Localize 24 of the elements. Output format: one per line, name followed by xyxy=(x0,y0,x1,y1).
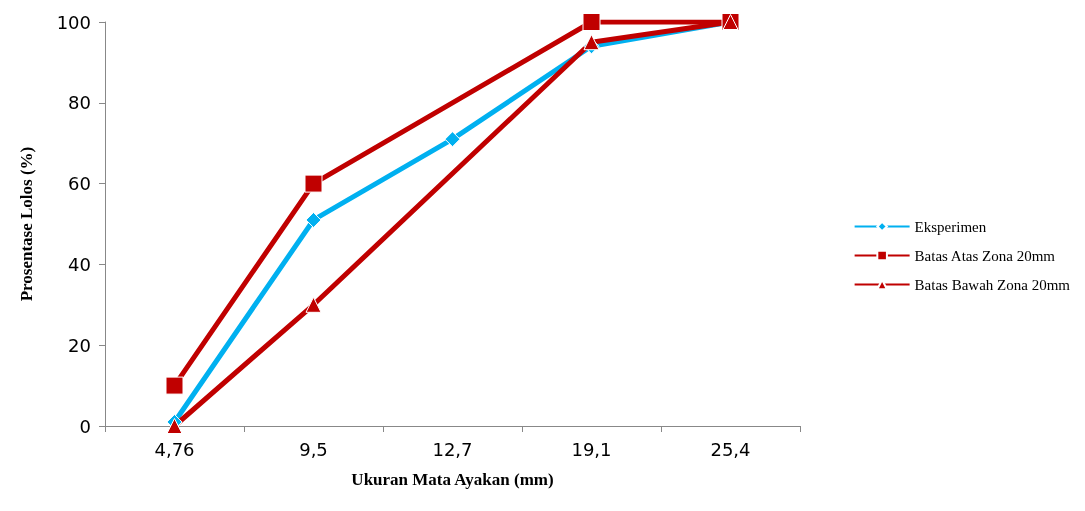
y-tick-label: 100 xyxy=(56,11,91,33)
point xyxy=(444,131,461,148)
point xyxy=(305,296,322,313)
x-tick-label: 9,5 xyxy=(299,438,328,460)
legend-label: Eksperimen xyxy=(914,218,987,235)
y-axis-title: Prosentase Lolos (%) xyxy=(17,146,36,302)
y-tick-label: 0 xyxy=(79,415,91,437)
legend-label: Batas Atas Zona 20mm xyxy=(914,247,1056,264)
point xyxy=(583,34,600,51)
x-tick-label: 4,76 xyxy=(154,438,195,460)
x-tick-label: 12,7 xyxy=(432,438,473,460)
point xyxy=(304,174,323,193)
y-tick-label: 20 xyxy=(68,334,91,356)
legend-label: Batas Bawah Zona 20mm xyxy=(914,276,1071,293)
x-axis-title: Ukuran Mata Ayakan (mm) xyxy=(351,470,554,489)
y-tick-label: 60 xyxy=(68,173,91,195)
point xyxy=(165,376,184,395)
x-tick-label: 19,1 xyxy=(571,438,612,460)
x-tick-label: 25,4 xyxy=(710,438,751,460)
point xyxy=(166,418,183,434)
y-tick-label: 80 xyxy=(68,92,91,114)
point xyxy=(582,13,601,31)
y-tick-label: 40 xyxy=(68,253,91,275)
point xyxy=(305,211,322,228)
